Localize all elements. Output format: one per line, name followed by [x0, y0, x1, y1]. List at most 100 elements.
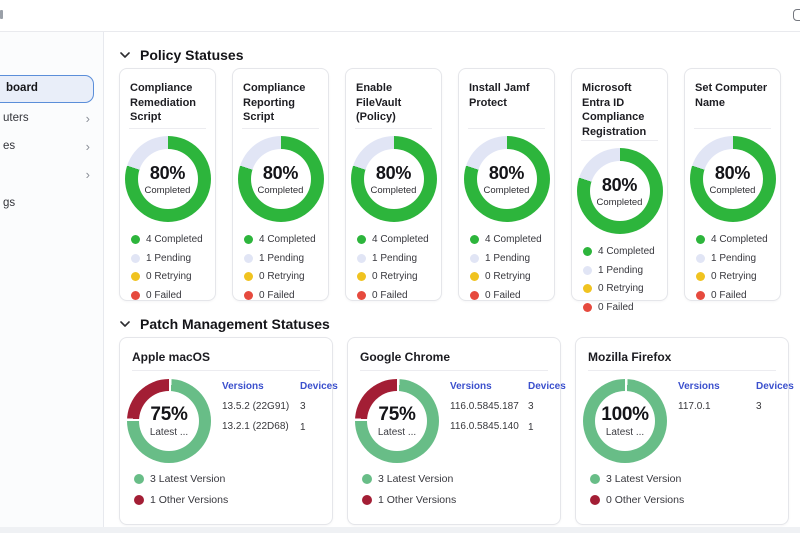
versions-table-header: Versions Devices: [450, 381, 566, 394]
sidebar-item-computers[interactable]: uters ›: [0, 110, 103, 128]
sidebar: board uters › es › › gs: [0, 32, 104, 533]
devices-cell: 3: [300, 401, 306, 413]
patch-card-title: Google Chrome: [360, 350, 451, 364]
patch-card: Apple macOS 75% Latest ... Versions Devi…: [119, 337, 338, 525]
legend-label: 4 Completed: [146, 234, 203, 245]
table-row: 13.5.2 (22G91) 3: [222, 401, 338, 414]
version-cell: 117.0.1: [678, 400, 711, 412]
legend-label: 1 Pending: [711, 252, 757, 264]
legend-item: 0 Retrying: [244, 271, 328, 282]
legend-label: 1 Other Versions: [150, 493, 229, 506]
sidebar-item-dashboard[interactable]: board: [0, 75, 94, 103]
donut-center: 80% Completed: [125, 136, 211, 222]
versions-column-header[interactable]: Versions: [222, 381, 264, 392]
donut-percent: 80%: [714, 162, 751, 183]
policy-card: Compliance Remediation Script 80% Comple…: [119, 68, 216, 301]
sidebar-item-logs[interactable]: gs: [0, 195, 103, 213]
sidebar-item-label: board: [6, 82, 38, 94]
legend-dot: [131, 272, 140, 281]
legend-item: 1 Other Versions: [134, 494, 332, 506]
devices-cell: 1: [528, 421, 534, 433]
patch-card: Mozilla Firefox 100% Latest ... Versions…: [575, 337, 794, 525]
legend-dot: [696, 235, 705, 244]
legend-label: 3 Latest Version: [150, 473, 226, 485]
policy-legend: 4 Completed 1 Pending 0 Retrying 0 Faile…: [357, 234, 441, 301]
legend-item: 1 Pending: [357, 253, 441, 264]
policy-card-title: Install Jamf Protect: [469, 82, 530, 109]
legend-dot: [357, 253, 366, 263]
donut-percent: 80%: [149, 162, 186, 183]
donut-percent-label: Completed: [257, 184, 304, 196]
divider: [468, 128, 545, 129]
sidebar-item-label: uters: [3, 112, 29, 124]
table-row: 117.0.1 3: [678, 401, 794, 414]
versions-table-header: Versions Devices: [678, 381, 794, 394]
legend-dot: [583, 284, 592, 294]
legend-label: 0 Retrying: [598, 283, 644, 295]
patch-section-header[interactable]: Patch Management Statuses: [119, 315, 800, 332]
divider: [242, 128, 319, 129]
legend-label: 0 Retrying: [259, 271, 305, 282]
policy-section-header[interactable]: Policy Statuses: [119, 46, 800, 63]
bell-icon[interactable]: [793, 9, 800, 21]
policy-card: Microsoft Entra ID Compliance Registrati…: [571, 68, 668, 313]
legend-item: 0 Failed: [696, 290, 780, 301]
legend-item: 4 Completed: [357, 234, 441, 245]
donut-percent: 75%: [150, 404, 188, 425]
policy-legend: 4 Completed 1 Pending 0 Retrying 0 Faile…: [583, 246, 667, 313]
devices-column-header[interactable]: Devices: [300, 381, 338, 392]
policy-card: Compliance Reporting Script 80% Complete…: [232, 68, 329, 301]
legend-label: 1 Pending: [259, 252, 305, 264]
donut-percent-label: Latest ...: [377, 427, 417, 438]
legend-dot: [583, 302, 592, 312]
legend-dot: [357, 235, 366, 244]
donut-center: 80% Completed: [690, 136, 776, 222]
donut-percent: 80%: [601, 174, 638, 195]
donut-percent: 75%: [378, 404, 416, 425]
version-cell: 116.0.5845.140: [450, 421, 519, 432]
legend-label: 0 Failed: [372, 289, 408, 301]
devices-column-header[interactable]: Devices: [756, 381, 794, 392]
legend-dot: [362, 474, 372, 484]
donut-center: 80% Completed: [464, 136, 550, 222]
donut-percent-label: Latest ...: [605, 427, 645, 438]
devices-column-header[interactable]: Devices: [528, 381, 566, 392]
policy-card-title: Set Computer Name: [695, 82, 768, 109]
versions-column-header[interactable]: Versions: [678, 381, 720, 392]
legend-item: 0 Retrying: [583, 283, 667, 294]
legend-dot: [362, 494, 372, 505]
policy-card: Enable FileVault (Policy) 80% Completed …: [345, 68, 442, 301]
legend-label: 1 Pending: [372, 252, 418, 264]
donut-center: 75% Latest ...: [355, 379, 439, 463]
donut-percent: 80%: [375, 162, 412, 183]
sidebar-item-3[interactable]: es ›: [0, 138, 103, 156]
donut-percent-label: Completed: [596, 196, 643, 208]
section-title: Policy Statuses: [140, 46, 244, 63]
version-cell: 13.2.1 (22D68): [222, 421, 289, 432]
legend-label: 3 Latest Version: [606, 473, 682, 485]
legend-dot: [357, 272, 366, 281]
versions-table: Versions Devices 13.5.2 (22G91) 3 13.2.1…: [222, 381, 338, 463]
legend-item: 1 Other Versions: [362, 494, 560, 506]
policy-donut-chart: 80% Completed: [350, 136, 437, 222]
policy-donut-chart: 80% Completed: [124, 136, 211, 222]
legend-dot: [244, 272, 253, 281]
policy-legend: 4 Completed 1 Pending 0 Retrying 0 Faile…: [244, 234, 328, 301]
legend-item: 3 Latest Version: [362, 473, 560, 485]
policy-card: Set Computer Name 80% Completed 4 Comple…: [684, 68, 781, 301]
versions-column-header[interactable]: Versions: [450, 381, 492, 392]
table-row: 13.2.1 (22D68) 1: [222, 421, 338, 434]
chevron-right-icon: ›: [85, 111, 90, 126]
donut-percent-label: Latest ...: [149, 427, 189, 438]
donut-center: 75% Latest ...: [127, 379, 211, 463]
policy-card-title: Enable FileVault (Policy): [356, 82, 402, 124]
policy-legend: 4 Completed 1 Pending 0 Retrying 0 Faile…: [131, 234, 215, 301]
versions-table: Versions Devices 116.0.5845.187 3 116.0.…: [450, 381, 566, 463]
legend-dot: [583, 265, 592, 275]
sidebar-item-4[interactable]: ›: [0, 166, 103, 184]
legend-item: 0 Other Versions: [590, 494, 788, 506]
legend-item: 1 Pending: [696, 253, 780, 264]
donut-center: 80% Completed: [351, 136, 437, 222]
legend-dot: [244, 290, 253, 300]
legend-label: 0 Other Versions: [606, 493, 685, 506]
